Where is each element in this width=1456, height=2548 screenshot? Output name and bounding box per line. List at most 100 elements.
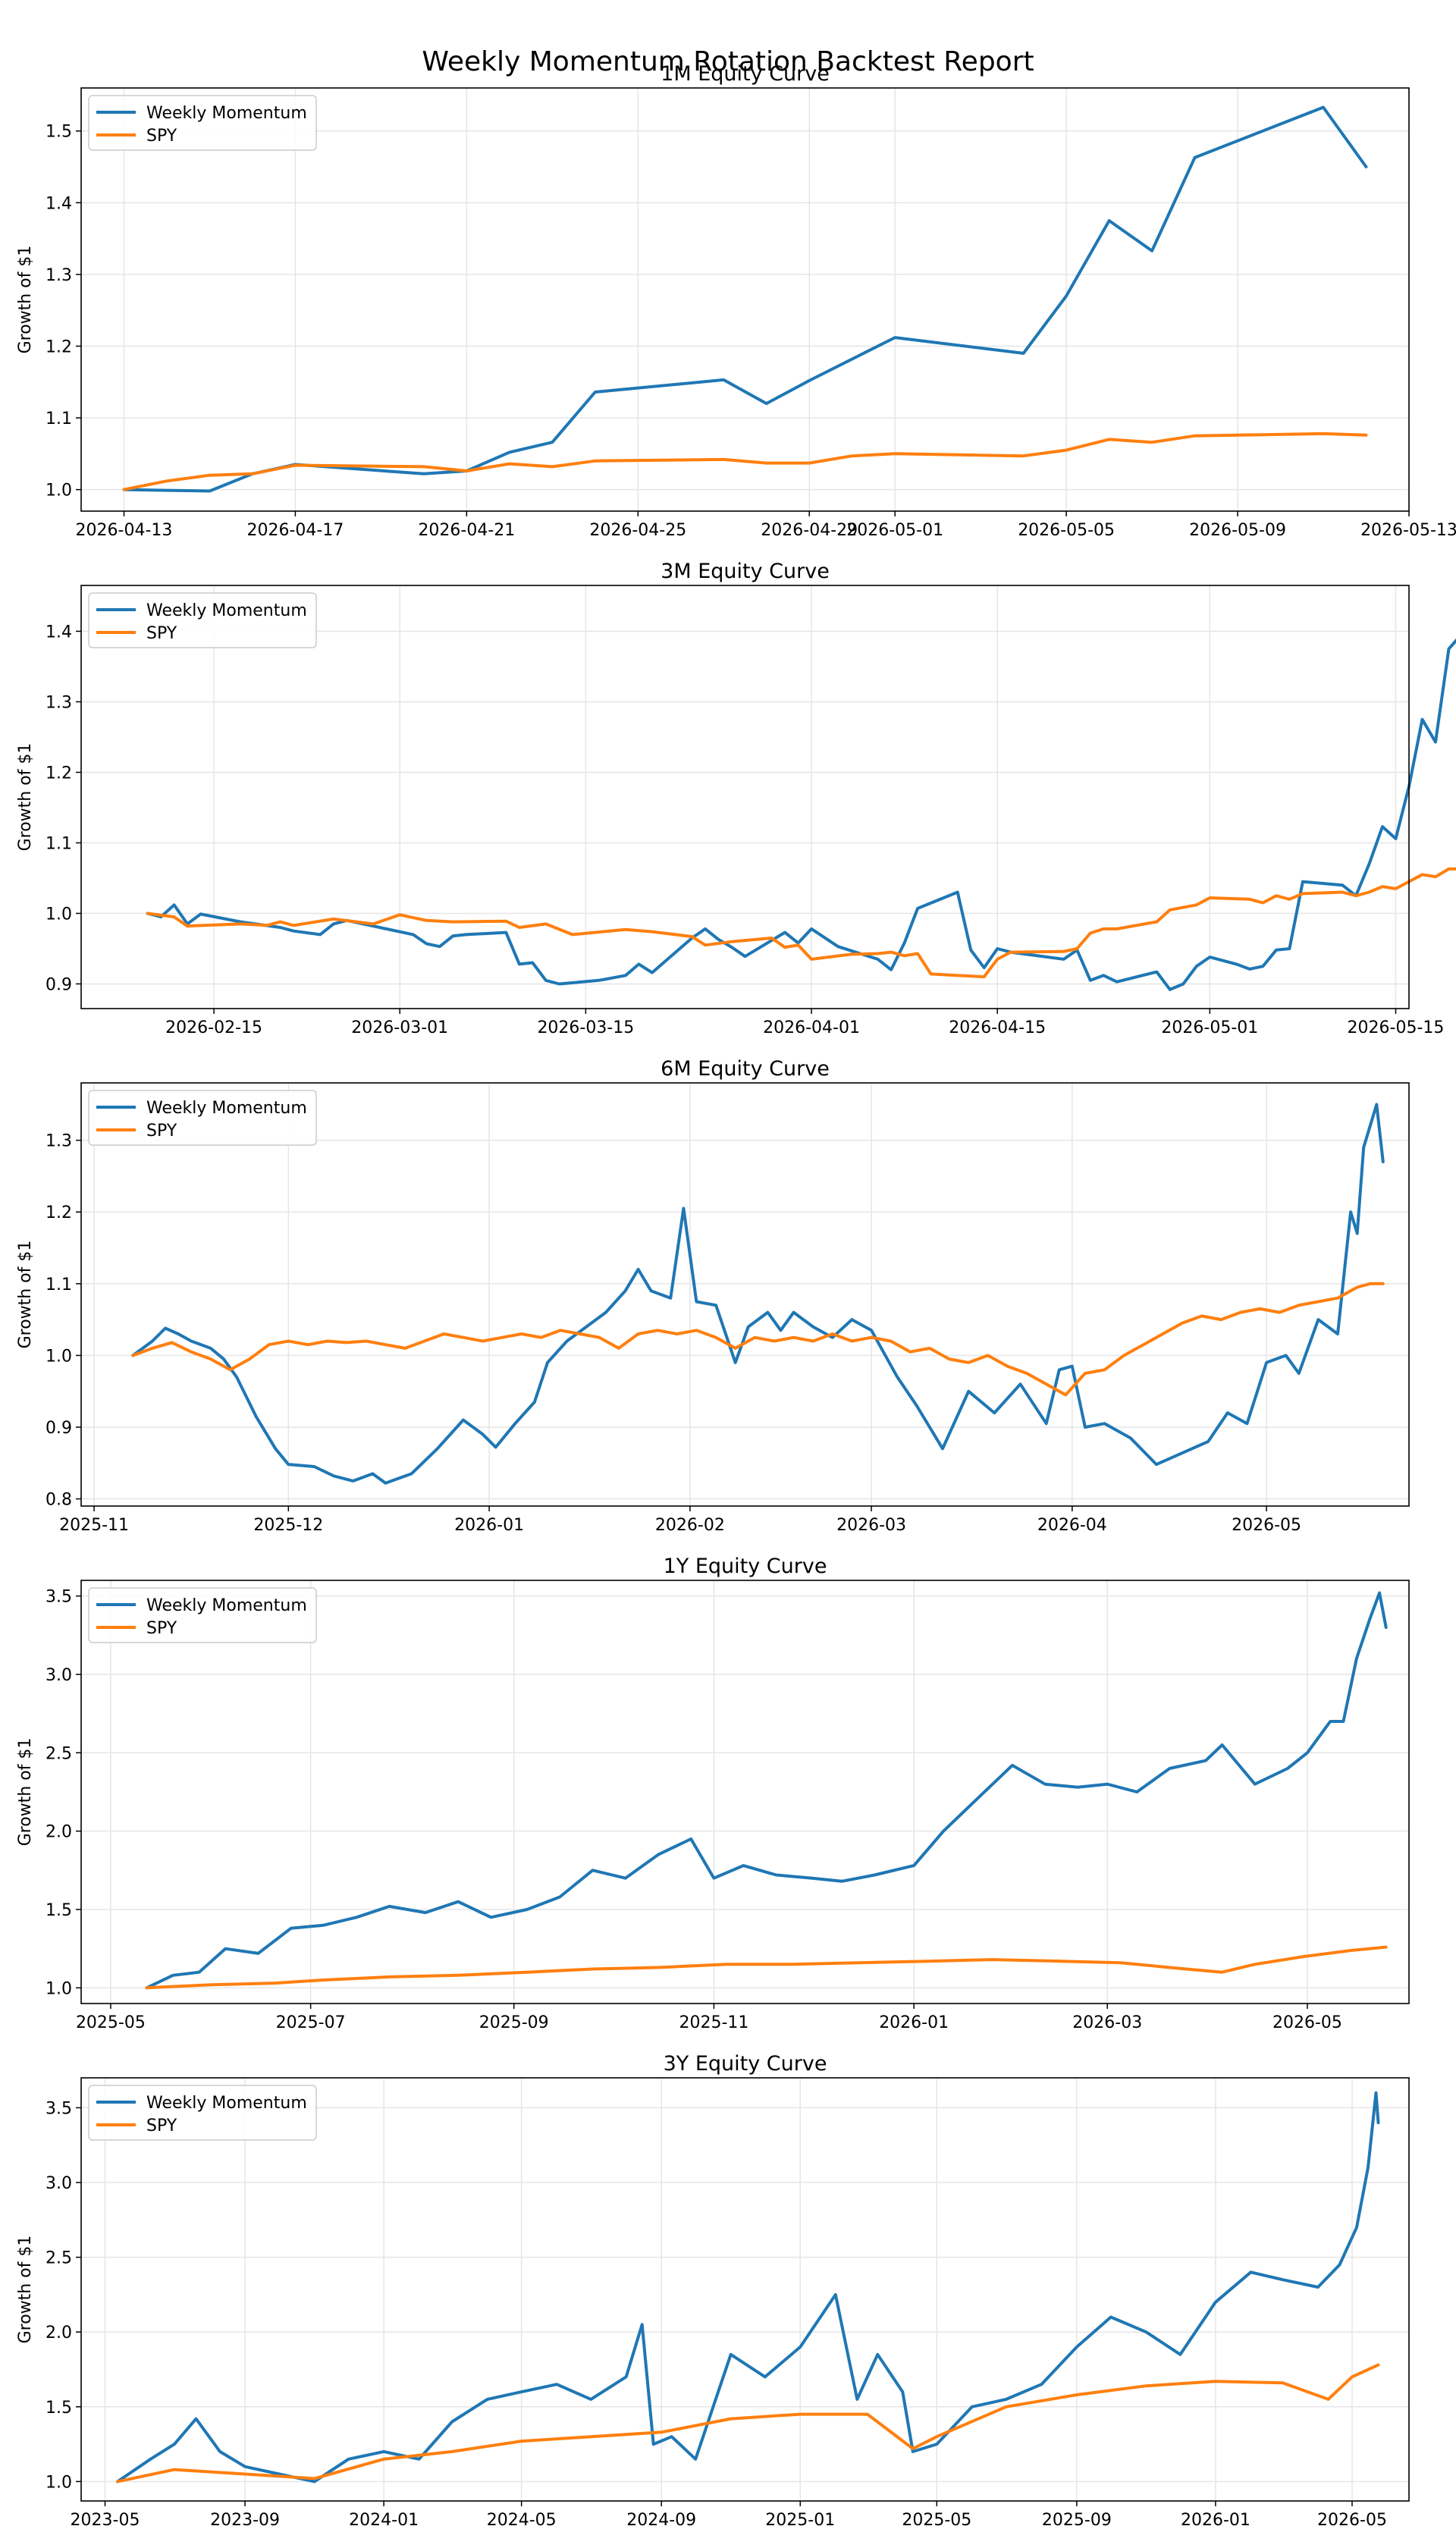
y-tick-label: 1.0	[46, 482, 72, 500]
x-tick-label: 2026-04-13	[76, 521, 173, 540]
y-axis-label: Growth of $1	[16, 743, 35, 852]
y-tick-label: 3.0	[46, 1666, 72, 1685]
chart-title: 1M Equity Curve	[661, 62, 830, 86]
x-tick-label: 2026-04-17	[246, 521, 344, 540]
x-tick-label: 2025-12	[253, 1516, 323, 1535]
y-axis-label: Growth of $1	[16, 2236, 35, 2344]
chart-panel: 1M Equity Curve 1.0 1.1 1.2 1.3 1.4 1.5 2026-04…	[16, 62, 1456, 540]
x-tick-label: 2026-05	[1272, 2013, 1342, 2032]
x-tick-label: 2026-03	[836, 1516, 906, 1535]
series-line	[116, 2363, 1380, 2484]
legend-label: Weekly Momentum	[146, 1099, 307, 1118]
chart-title: 3Y Equity Curve	[664, 2052, 827, 2076]
legend: Weekly Momentum SPY	[88, 2085, 317, 2141]
legend-label: SPY	[146, 624, 177, 643]
x-tick-label: 2026-05-09	[1189, 521, 1286, 540]
series-line	[145, 1945, 1388, 1990]
y-axis-label: Growth of $1	[16, 1241, 35, 1349]
y-tick-label: 1.1	[46, 410, 72, 428]
legend-box	[88, 1587, 317, 1643]
y-tick-label: 1.0	[46, 1979, 72, 1998]
y-tick-label: 1.1	[46, 834, 72, 853]
y-tick-label: 1.2	[46, 764, 72, 783]
y-tick-label: 1.0	[46, 2473, 72, 2492]
y-tick-label: 0.8	[46, 1491, 72, 1510]
x-tick-label: 2026-02	[655, 1516, 725, 1535]
x-tick-label: 2026-05-05	[1018, 521, 1115, 540]
y-tick-label: 2.5	[46, 2249, 72, 2268]
legend-label: Weekly Momentum	[146, 104, 307, 123]
legend-label: Weekly Momentum	[146, 601, 307, 620]
x-tick-label: 2026-04-29	[761, 521, 858, 540]
y-tick-label: 1.3	[46, 266, 72, 285]
series-line	[131, 1282, 1385, 1397]
legend-box	[88, 95, 317, 151]
x-tick-label: 2025-05	[902, 2511, 971, 2530]
x-tick-label: 2026-04-25	[589, 521, 686, 540]
axes-frame	[80, 2077, 1410, 2502]
x-tick-label: 2026-04-21	[418, 521, 515, 540]
y-axis-label: Growth of $1	[16, 1738, 35, 1847]
x-tick-label: 2025-07	[276, 2013, 346, 2032]
x-tick-label: 2026-01	[454, 1516, 524, 1535]
x-tick-label: 2025-11	[59, 1516, 129, 1535]
x-tick-label: 2024-05	[487, 2511, 557, 2530]
chart-title: 6M Equity Curve	[661, 1057, 830, 1081]
x-tick-label: 2025-11	[679, 2013, 748, 2032]
axes-frame	[80, 585, 1410, 1009]
x-tick-label: 2026-03	[1072, 2013, 1142, 2032]
series-line	[122, 431, 1368, 491]
y-tick-label: 1.0	[46, 905, 72, 924]
y-tick-label: 3.5	[46, 1588, 72, 1607]
legend: Weekly Momentum SPY	[88, 592, 317, 648]
y-axis-label: Growth of $1	[16, 246, 35, 354]
chart-title: 3M Equity Curve	[661, 560, 830, 583]
axes-frame	[80, 1580, 1410, 2004]
x-tick-label: 2026-01	[879, 2013, 949, 2032]
x-tick-label: 2026-05-13	[1360, 521, 1456, 540]
legend: Weekly Momentum SPY	[88, 95, 317, 151]
legend: Weekly Momentum SPY	[88, 1090, 317, 1146]
axes-frame	[80, 87, 1410, 512]
chart-panel: 3M Equity Curve 0.9 1.0 1.1 1.2 1.3 1.4 2026-02…	[16, 560, 1456, 1037]
x-tick-label: 2025-01	[765, 2511, 835, 2530]
legend-box	[88, 592, 317, 648]
y-tick-label: 1.3	[46, 1132, 72, 1151]
series-line	[116, 2091, 1380, 2484]
x-tick-label: 2023-05	[71, 2511, 140, 2530]
y-tick-label: 3.0	[46, 2174, 72, 2193]
series-line	[146, 638, 1456, 991]
x-tick-label: 2026-05-15	[1348, 1018, 1445, 1037]
x-tick-label: 2025-09	[1042, 2511, 1112, 2530]
legend-box	[88, 1090, 317, 1146]
x-tick-label: 2026-04-15	[949, 1018, 1046, 1037]
y-tick-label: 1.5	[46, 2399, 72, 2418]
x-tick-label: 2026-01	[1181, 2511, 1250, 2530]
chart-title: 1Y Equity Curve	[664, 1555, 827, 1578]
y-tick-label: 1.2	[46, 337, 72, 356]
y-tick-label: 2.0	[46, 1823, 72, 1842]
x-tick-label: 2024-09	[626, 2511, 696, 2530]
legend-label: Weekly Momentum	[146, 2094, 307, 2113]
x-tick-label: 2026-02-15	[165, 1018, 262, 1037]
x-tick-label: 2025-09	[479, 2013, 549, 2032]
x-tick-label: 2026-05-01	[846, 521, 943, 540]
figure-title: Weekly Momentum Rotation Backtest Report	[422, 46, 1034, 77]
y-tick-label: 1.0	[46, 1347, 72, 1366]
y-tick-label: 1.1	[46, 1276, 72, 1294]
x-tick-label: 2023-09	[210, 2511, 280, 2530]
legend-label: SPY	[146, 2117, 177, 2135]
y-tick-label: 1.5	[46, 1901, 72, 1920]
y-tick-label: 1.3	[46, 693, 72, 712]
y-tick-label: 0.9	[46, 975, 72, 994]
x-tick-label: 2026-05-01	[1161, 1018, 1258, 1037]
legend-label: SPY	[146, 127, 177, 146]
y-tick-label: 2.0	[46, 2324, 72, 2342]
legend-label: Weekly Momentum	[146, 1596, 307, 1615]
x-tick-label: 2026-03-15	[537, 1018, 634, 1037]
x-tick-label: 2026-04	[1037, 1516, 1107, 1535]
y-tick-label: 1.2	[46, 1203, 72, 1222]
y-tick-label: 0.9	[46, 1419, 72, 1438]
x-tick-label: 2026-04-01	[763, 1018, 860, 1037]
